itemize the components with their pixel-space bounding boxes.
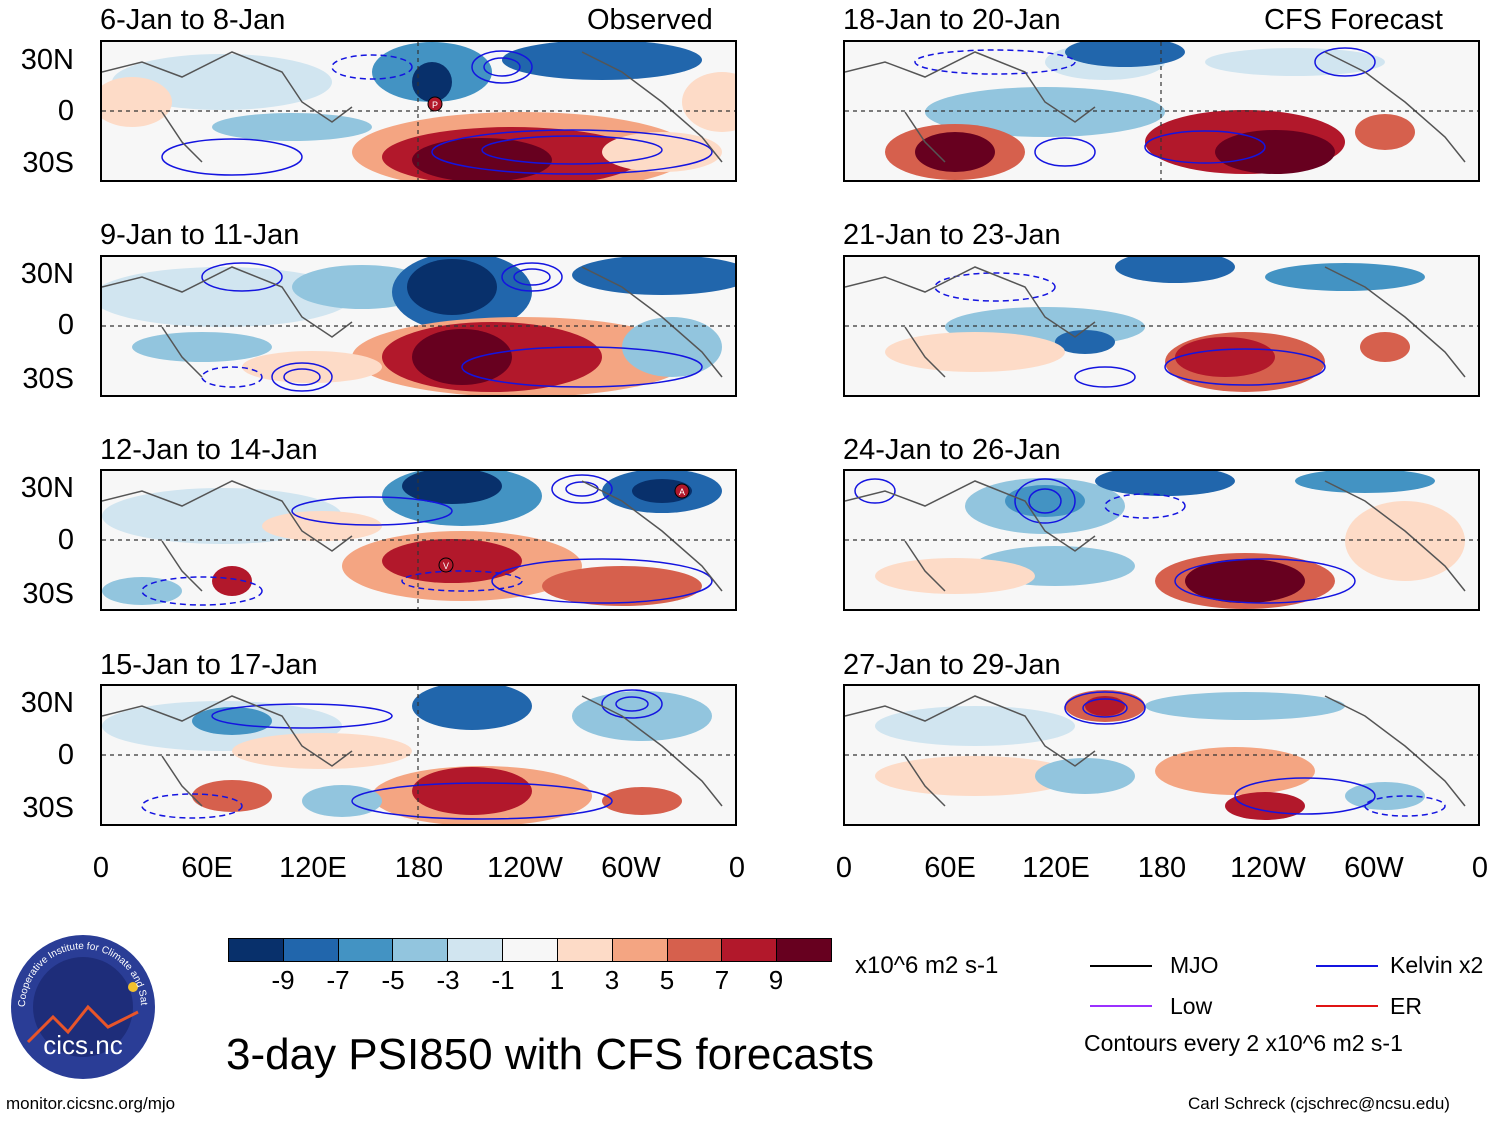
colorbar-label: -7 [326,965,350,995]
map-panel: V A [100,469,737,611]
legend-line-kelvin [1316,965,1378,967]
footer-url: monitor.cicsnc.org/mjo [6,1094,176,1113]
lon-label: 60W [1344,852,1404,884]
map-panel [100,255,737,397]
lat-label: 30S [22,147,74,179]
colorbar-swatch [393,939,449,961]
colorbar-swatch [503,939,558,961]
panel-title: 9-Jan to 11-Jan [100,219,300,251]
map-panel [100,684,737,826]
lon-label: 0 [728,852,746,884]
lon-label: 60E [181,852,233,884]
footer-credit: Carl Schreck (cjschrec@ncsu.edu) [1188,1094,1450,1113]
marker-v-icon [438,557,454,573]
colorbar-swatch [338,939,394,961]
panel-title: 27-Jan to 29-Jan [843,649,1061,681]
lat-label: 30S [22,578,74,610]
legend-label-mjo: MJO [1170,952,1219,978]
lat-label: 30N [20,687,74,719]
panel-title: 24-Jan to 26-Jan [843,434,1061,466]
colorbar-label: -9 [271,965,295,995]
colorbar-swatch [667,939,723,961]
lat-label: 30N [20,472,74,504]
lon-label: 0 [1471,852,1489,884]
lon-label: 120E [279,852,347,884]
logo-text: cics.nc [43,1030,122,1060]
colorbar-label: -1 [491,965,515,995]
colorbar-label: -5 [381,965,405,995]
lon-label: 60E [924,852,976,884]
lat-label: 30S [22,363,74,395]
lat-label: 0 [57,739,74,771]
panel-title: 12-Jan to 14-Jan [100,434,318,466]
lon-label: 120W [487,852,563,884]
lon-label: 180 [394,852,444,884]
lat-label: 0 [57,95,74,127]
map-panel [843,684,1480,826]
legend-line-er [1316,1005,1378,1007]
cics-logo: Cooperative Institute for Climate and Sa… [5,924,158,1082]
legend-label-low: Low [1170,993,1213,1019]
panel-title: 21-Jan to 23-Jan [843,219,1061,251]
marker-a-icon [674,483,690,499]
colorbar [228,938,832,962]
lon-label: 0 [92,852,110,884]
map-panel: P [100,40,737,182]
colorbar-label: 7 [714,965,730,995]
colorbar-swatch [722,939,778,961]
colorbar-swatch [557,939,613,961]
map-panel [843,469,1480,611]
colorbar-swatch [612,939,668,961]
legend-line-mjo [1090,965,1152,967]
lat-label: 30N [20,44,74,76]
panel-tag: Observed [587,4,713,36]
panel-tag: CFS Forecast [1264,4,1443,36]
lat-label: 0 [57,309,74,341]
legend-line-low [1090,1005,1152,1007]
lat-label: 0 [57,524,74,556]
lon-label: 120E [1022,852,1090,884]
map-panel [843,255,1480,397]
colorbar-swatch [283,939,339,961]
lon-label: 120W [1230,852,1306,884]
colorbar-label: 5 [659,965,675,995]
panel-title: 6-Jan to 8-Jan [100,4,286,36]
marker-v-label: V [443,561,449,571]
panel-title: 15-Jan to 17-Jan [100,649,318,681]
colorbar-label: 9 [768,965,784,995]
lon-label: 180 [1137,852,1187,884]
lat-label: 30S [22,792,74,824]
map-panel [843,40,1480,182]
marker-a-label: A [679,487,685,497]
main-title: 3-day PSI850 with CFS forecasts [226,1030,875,1079]
marker-p-icon [427,96,443,112]
colorbar-label: 3 [604,965,620,995]
legend-note: Contours every 2 x10^6 m2 s-1 [1084,1030,1403,1056]
legend-label-er: ER [1390,993,1422,1019]
legend-label-kelvin: Kelvin x2 [1390,952,1484,978]
colorbar-label: -3 [436,965,460,995]
colorbar-swatch [777,939,831,961]
colorbar-label: 1 [549,965,565,995]
lon-label: 60W [601,852,661,884]
lat-label: 30N [20,258,74,290]
marker-p-label: P [432,100,438,110]
lon-label: 0 [835,852,853,884]
colorbar-swatch [229,939,284,961]
colorbar-swatch [448,939,504,961]
panel-title: 18-Jan to 20-Jan [843,4,1061,36]
colorbar-units: x10^6 m2 s-1 [855,952,999,979]
